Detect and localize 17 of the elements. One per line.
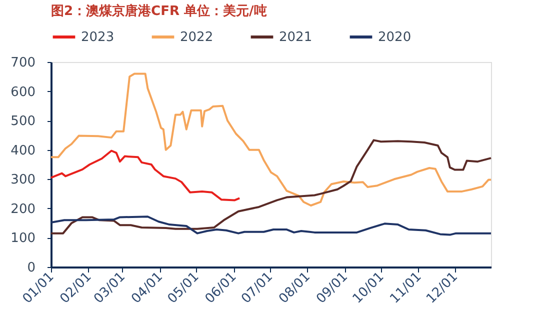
y-tick-label: 0 [27, 260, 36, 276]
y-tick-label: 100 [10, 231, 36, 246]
legend-label: 2023 [81, 30, 114, 45]
line-series [50, 139, 492, 234]
legend-label: 2020 [378, 30, 412, 45]
y-tick-label: 600 [10, 84, 36, 100]
y-tick-label: 200 [10, 202, 36, 217]
line-series [50, 216, 492, 236]
y-tick-label: 400 [10, 143, 36, 158]
y-tick-label: 300 [10, 172, 36, 188]
y-tick-label: 700 [10, 56, 36, 70]
line-series [50, 72, 492, 206]
y-tick-label: 500 [10, 114, 36, 130]
line-series [50, 150, 241, 202]
legend-label: 2022 [180, 30, 214, 45]
chart-title: 图2：澳煤京唐港CFR 单位：美元/吨 [51, 3, 267, 19]
legend-label: 2021 [279, 30, 312, 45]
